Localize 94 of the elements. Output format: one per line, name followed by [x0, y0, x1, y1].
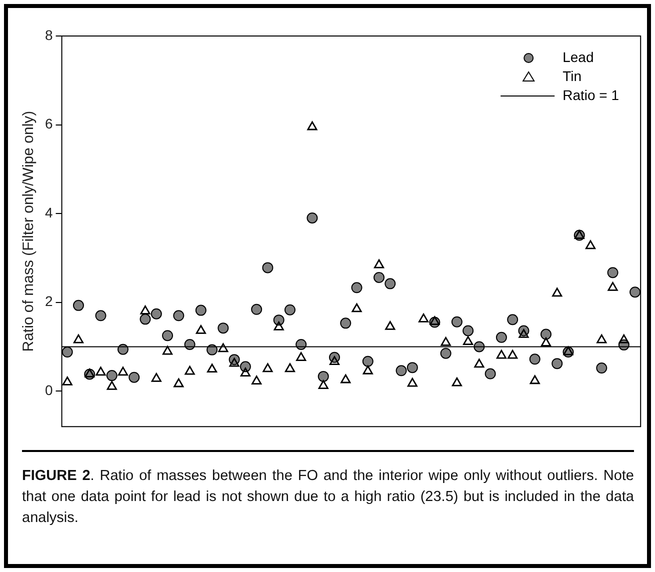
point: [630, 286, 641, 298]
point: [496, 332, 507, 343]
point: [307, 121, 318, 130]
point: [207, 364, 218, 373]
point: [218, 343, 228, 352]
legend-label: Tin: [562, 68, 582, 84]
point: [96, 366, 106, 376]
point: [374, 259, 384, 268]
point: [206, 344, 218, 356]
y-tick-label: 0: [44, 382, 53, 398]
point: [140, 314, 151, 325]
point: [174, 378, 184, 388]
point: [407, 378, 418, 387]
y-tick-label: 6: [44, 116, 53, 132]
point: [184, 366, 195, 375]
point: [118, 344, 129, 355]
point: [240, 368, 250, 377]
point: [284, 304, 296, 316]
point: [518, 329, 529, 338]
point: [507, 314, 518, 326]
point: [462, 325, 474, 336]
point: [474, 358, 484, 368]
point: [563, 346, 574, 356]
point: [162, 330, 174, 342]
point: [162, 346, 173, 355]
point: [530, 375, 540, 384]
y-tick-label: 4: [44, 204, 53, 220]
point: [173, 310, 184, 322]
point: [484, 368, 496, 380]
point: [284, 363, 296, 372]
point: [496, 350, 506, 359]
point: [362, 365, 373, 374]
point: [151, 372, 162, 382]
point: [430, 316, 440, 326]
point: [150, 308, 162, 320]
point: [128, 372, 140, 383]
point: [374, 272, 385, 283]
point: [196, 325, 206, 334]
point: [329, 356, 340, 365]
point: [440, 348, 452, 359]
point: [596, 334, 607, 344]
point: [140, 305, 150, 314]
point: [106, 370, 118, 382]
point: [118, 366, 128, 376]
point: [84, 368, 95, 378]
point: [552, 288, 562, 297]
point: [352, 303, 362, 312]
point: [62, 376, 72, 386]
point: [351, 282, 362, 294]
point: [218, 322, 229, 334]
point: [585, 240, 596, 250]
point: [306, 212, 318, 224]
caption: FIGURE 2. Ratio of masses between the FO and the interior wipe only without outliers. Note that one data point for lead is not shown due to a high ratio (23.5) but is included in the data analysis.: [22, 467, 634, 528]
point: [552, 358, 563, 370]
point: [452, 377, 462, 386]
point: [607, 267, 618, 278]
point: [529, 354, 540, 365]
point: [195, 304, 206, 316]
point: [385, 321, 396, 330]
point: [396, 365, 407, 376]
point: [252, 376, 262, 385]
point: [596, 362, 608, 374]
point: [262, 363, 273, 372]
point: [418, 313, 429, 322]
legend-label: Lead: [562, 48, 594, 65]
point: [540, 337, 552, 346]
y-axis-title: Ratio of mass (Filter only/Wipe only): [20, 110, 38, 352]
point: [384, 278, 396, 290]
point: [440, 337, 451, 346]
point: [362, 356, 374, 367]
point: [318, 380, 328, 389]
point: [340, 318, 352, 329]
y-tick-label: 2: [44, 293, 53, 310]
y-tick-label: 8: [44, 26, 53, 43]
point: [73, 334, 84, 344]
point: [608, 282, 618, 291]
point: [618, 334, 629, 344]
point: [463, 336, 474, 346]
point: [406, 362, 418, 374]
point: [318, 370, 329, 382]
point: [62, 346, 73, 358]
point: [540, 328, 552, 340]
point: [340, 374, 351, 384]
point: [72, 300, 84, 311]
point: [95, 310, 106, 322]
point: [451, 316, 462, 328]
point: [251, 304, 262, 315]
point: [262, 262, 274, 274]
point: [229, 358, 240, 367]
legend-label: Ratio = 1: [562, 86, 620, 103]
point: [508, 350, 518, 359]
point: [274, 321, 284, 330]
point: [106, 380, 117, 390]
point: [296, 352, 306, 361]
